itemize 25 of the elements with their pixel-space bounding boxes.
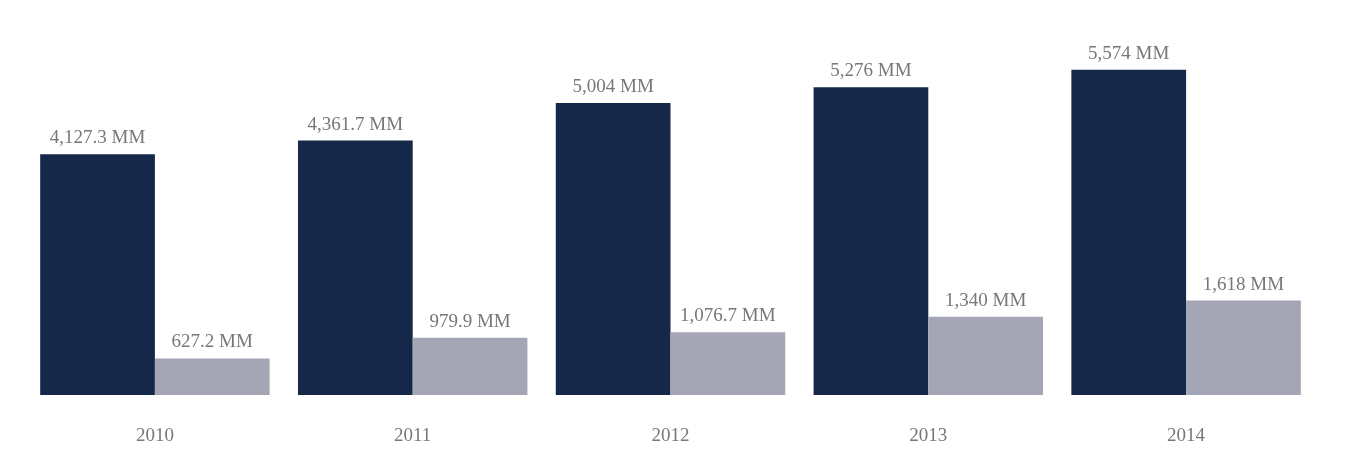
bar: [670, 332, 786, 395]
x-tick-label: 2014: [1167, 424, 1206, 445]
data-label: 627.2 MM: [171, 330, 254, 352]
bar: [154, 358, 270, 395]
x-tick-label: 2011: [394, 424, 432, 445]
data-label: 1,618 MM: [1202, 272, 1285, 294]
data-label: 5,276 MM: [830, 59, 912, 81]
bar: [813, 87, 929, 395]
bar: [1186, 300, 1301, 395]
data-label: 1,076.7 MM: [680, 304, 776, 326]
bar: [297, 140, 413, 395]
bar: [1071, 69, 1187, 395]
x-tick-label: 2013: [909, 424, 948, 445]
bar: [928, 316, 1044, 395]
bar: [555, 103, 671, 395]
data-label: 1,340 MM: [945, 288, 1027, 310]
bar: [412, 337, 528, 395]
data-label: 5,574 MM: [1088, 41, 1170, 63]
data-label: 5,004 MM: [572, 75, 654, 97]
data-label: 4,127.3 MM: [49, 126, 146, 148]
data-label: 4,361.7 MM: [307, 112, 404, 134]
data-label: 979.9 MM: [429, 309, 511, 331]
x-tick-label: 2010: [135, 424, 174, 445]
x-tick-label: 2012: [651, 424, 690, 445]
bar: [40, 154, 155, 395]
